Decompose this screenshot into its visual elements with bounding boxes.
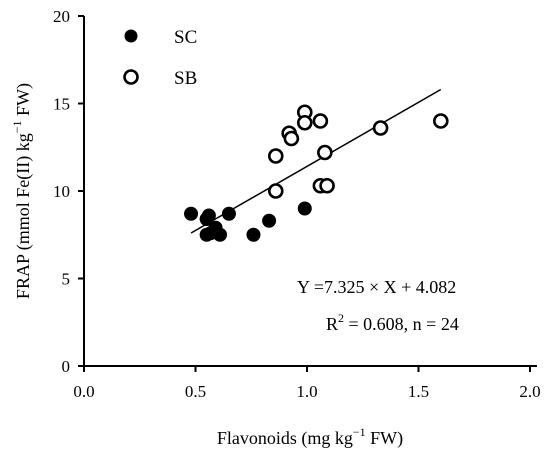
data-point-sc — [184, 206, 199, 221]
legend-label-sc: SC — [174, 27, 197, 48]
x-axis-title-superscript: −1 — [353, 425, 366, 439]
data-point-sc — [213, 227, 228, 242]
x-tick-label: 1.0 — [296, 382, 317, 401]
x-tick-label: 0.5 — [185, 382, 206, 401]
y-tick-label: 5 — [62, 270, 71, 289]
y-tick-label: 10 — [53, 182, 70, 201]
x-axis-title-main: Flavonoids (mg kg — [217, 428, 353, 449]
y-tick-label: 0 — [62, 357, 71, 376]
x-axis-title: Flavonoids (mg kg−1 FW) — [217, 425, 403, 449]
y-tick-label: 20 — [53, 7, 70, 26]
y-axis-title: FRAP (mmol Fe(II) kg−1 FW) — [10, 83, 34, 299]
x-axis-ticks: 0.0 0.5 1.0 1.5 2.0 — [73, 366, 541, 401]
x-tick-label: 0.0 — [73, 382, 94, 401]
y-axis-title-tail: FW) — [13, 83, 34, 121]
r-squared-value: = 0.608, n = 24 — [344, 314, 459, 334]
data-point-sb — [296, 114, 313, 131]
data-point-sc — [201, 208, 216, 223]
x-tick-label: 1.5 — [408, 382, 429, 401]
r-squared-superscript: 2 — [338, 311, 344, 325]
r-squared-label: R — [326, 314, 338, 334]
y-axis-ticks: 0 5 10 15 20 — [53, 7, 84, 376]
data-point-sb — [267, 148, 284, 164]
data-points — [184, 104, 449, 242]
x-tick-label: 2.0 — [519, 382, 540, 401]
y-tick-label: 15 — [53, 95, 70, 114]
legend-marker-sc — [124, 29, 138, 43]
data-point-sc — [262, 213, 277, 228]
legend: SC SB — [123, 27, 197, 89]
data-point-sb — [372, 120, 389, 136]
legend-marker-sb — [123, 69, 139, 85]
regression-equation: Y =7.325 × X + 4.082 — [297, 277, 456, 297]
data-point-sb — [312, 113, 329, 129]
legend-label-sb: SB — [174, 68, 197, 89]
data-point-sb — [432, 113, 449, 129]
data-point-sb — [319, 177, 335, 194]
data-point-sb — [317, 144, 333, 161]
chart-axes — [83, 16, 537, 367]
data-point-sc — [246, 227, 261, 242]
y-axis-title-superscript: −1 — [10, 120, 24, 133]
x-axis-title-tail: FW) — [366, 428, 404, 449]
y-axis-title-main: FRAP (mmol Fe(II) kg — [13, 133, 34, 299]
regression-stats: R2 = 0.608, n = 24 — [326, 311, 459, 334]
data-point-sb — [267, 183, 284, 199]
data-point-sc — [221, 206, 236, 221]
data-point-sc — [297, 201, 312, 216]
data-point-sb — [283, 130, 300, 147]
